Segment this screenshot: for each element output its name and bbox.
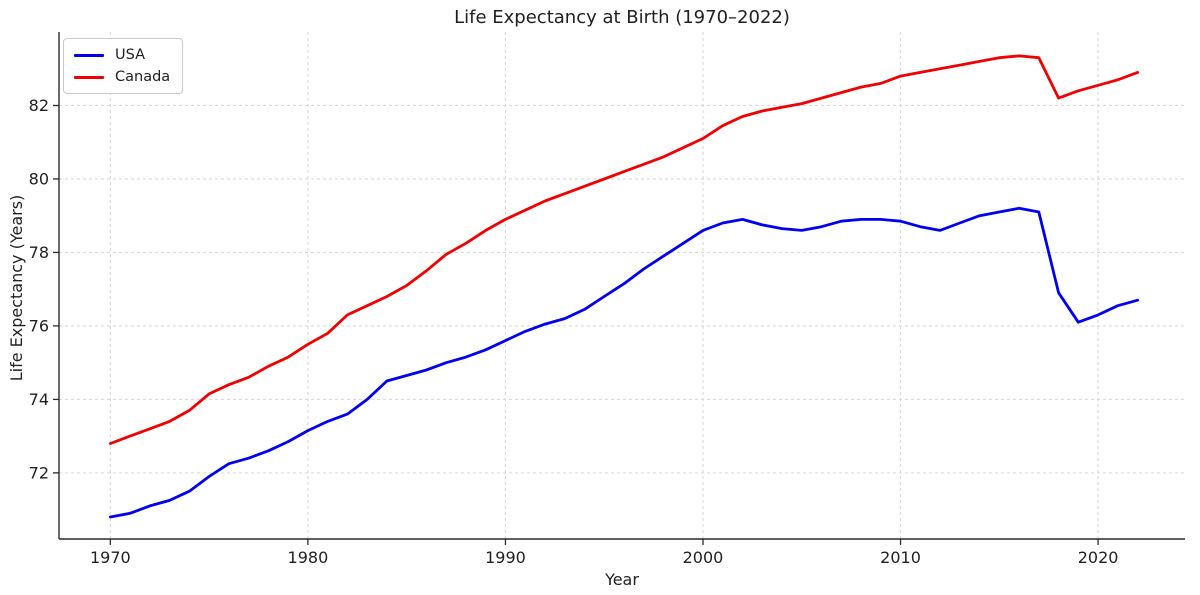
chart-title: Life Expectancy at Birth (1970–2022) (454, 7, 790, 28)
x-tick-label: 2020 (1078, 548, 1119, 567)
y-tick-label: 80 (29, 169, 49, 188)
series-line-canada (109, 54, 1139, 445)
series-line-usa (109, 206, 1139, 519)
legend: USA Canada (63, 38, 184, 94)
legend-item-usa: USA (74, 46, 170, 64)
legend-swatch-usa (74, 53, 104, 57)
x-tick-label: 1980 (288, 548, 329, 567)
legend-swatch-canada (74, 75, 104, 79)
x-tick-label: 2000 (683, 548, 724, 567)
y-axis-label: Life Expectancy (Years) (7, 194, 26, 382)
y-tick-label: 78 (29, 243, 49, 262)
y-tick-label: 74 (29, 390, 49, 409)
y-tick-label: 76 (29, 316, 49, 335)
legend-label-usa: USA (115, 47, 146, 63)
legend-item-canada: Canada (74, 68, 170, 86)
y-tick-label: 82 (29, 96, 49, 115)
x-tick-label: 1970 (90, 548, 131, 567)
x-axis-label: Year (605, 570, 639, 589)
x-tick-label: 2010 (880, 548, 921, 567)
legend-label-canada: Canada (115, 69, 171, 85)
y-tick-label: 72 (29, 463, 49, 482)
x-tick-label: 1990 (485, 548, 526, 567)
